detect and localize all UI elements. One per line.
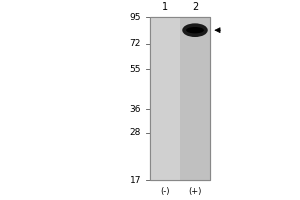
Ellipse shape — [186, 27, 204, 33]
Bar — [150, 17, 210, 180]
Text: (-): (-) — [160, 187, 170, 196]
Text: 55: 55 — [130, 65, 141, 74]
Bar — [150, 17, 180, 180]
Ellipse shape — [182, 23, 208, 37]
Bar — [180, 17, 210, 180]
Text: 28: 28 — [130, 128, 141, 137]
Bar — [150, 17, 210, 180]
Text: 72: 72 — [130, 39, 141, 48]
Text: 36: 36 — [130, 105, 141, 114]
Text: 17: 17 — [130, 176, 141, 185]
Text: 95: 95 — [130, 13, 141, 22]
Text: (+): (+) — [188, 187, 202, 196]
Text: 1: 1 — [162, 2, 168, 12]
Text: 2: 2 — [192, 2, 198, 12]
